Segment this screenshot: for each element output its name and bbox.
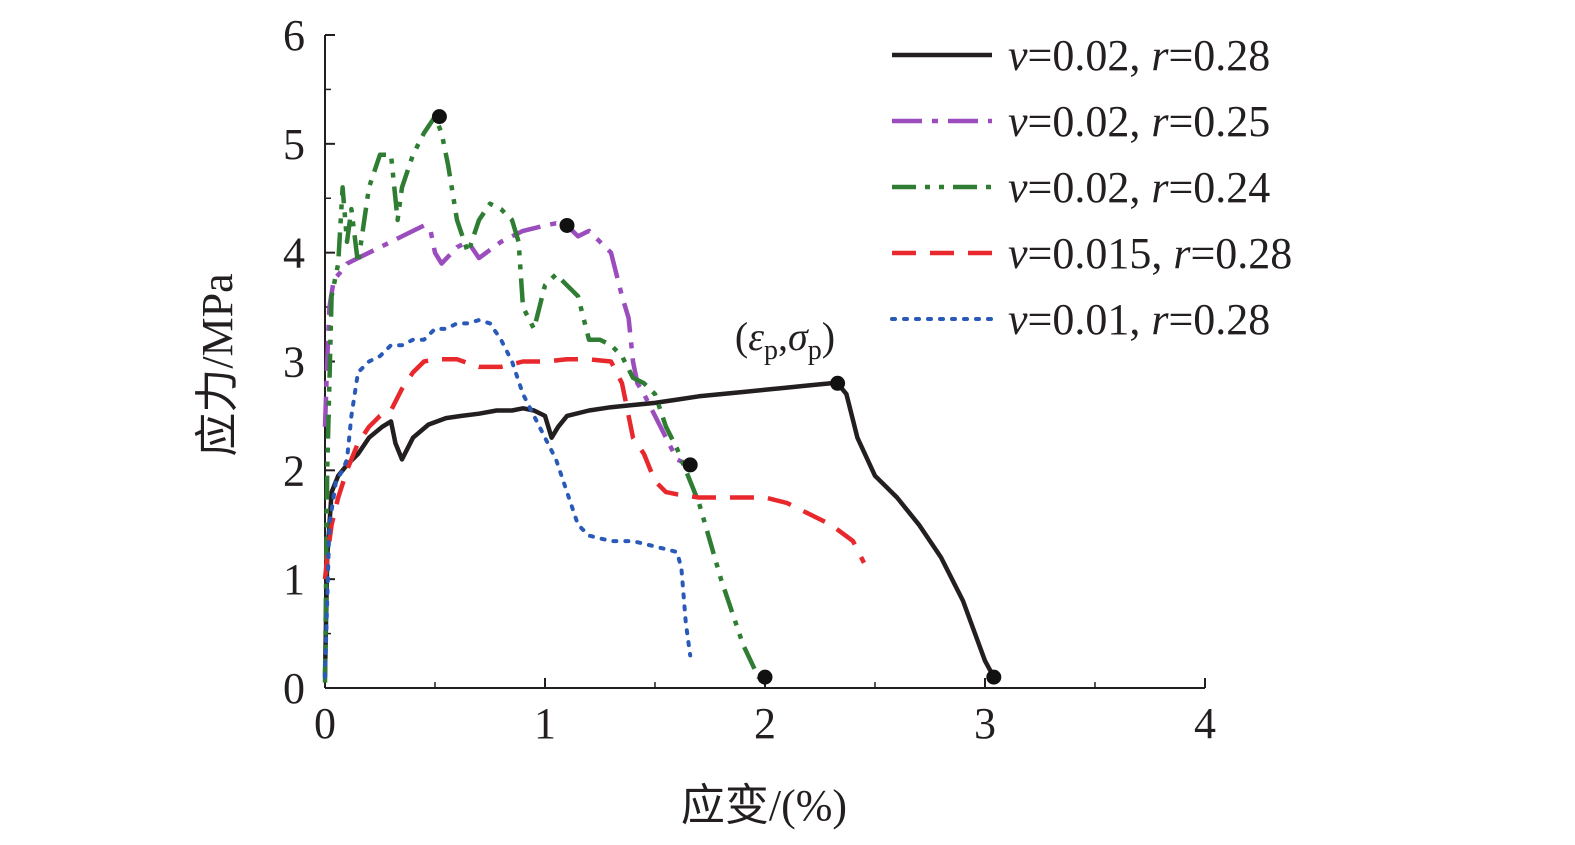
legend-label-3: v=0.02, r=0.24 (1008, 163, 1270, 212)
series-line-5 (323, 318, 693, 680)
y-tick-label: 0 (283, 664, 305, 713)
peak-annotation: (εp,σp) (735, 314, 835, 366)
y-axis-title: 应力/MPa (193, 273, 242, 456)
series-line-3 (322, 114, 765, 683)
series-line-1 (322, 381, 996, 679)
x-tick-label: 1 (534, 699, 556, 748)
series-line-4 (322, 357, 867, 580)
y-tick-label: 4 (283, 229, 305, 278)
annotation-subscript-eps: p (764, 335, 778, 366)
peak-marker-3-1 (431, 109, 447, 125)
annotation-subscript-sigma: p (808, 335, 822, 366)
legend-label-4: v=0.015, r=0.28 (1008, 229, 1292, 278)
y-tick-label: 3 (283, 338, 305, 387)
y-tick-label: 6 (283, 11, 305, 60)
y-tick-label: 2 (283, 446, 305, 495)
marker-layer (431, 109, 1002, 685)
annotation-epsilon: ε (748, 314, 764, 359)
x-axis-title: 应变/(%) (681, 781, 847, 830)
series-layer (322, 114, 996, 683)
axes: 0 1 2 3 4 0 1 2 3 4 5 6 (283, 11, 1216, 748)
peak-marker-1-2 (986, 669, 1002, 685)
x-tick-label: 0 (314, 699, 336, 748)
legend: v=0.02, r=0.28 v=0.02, r=0.25 v=0.02, r=0.… (890, 31, 1292, 344)
y-tick-label: 1 (283, 555, 305, 604)
peak-marker-2-1 (559, 217, 575, 233)
legend-label-5: v=0.01, r=0.28 (1008, 295, 1270, 344)
y-tick-label: 5 (283, 120, 305, 169)
x-tick-label: 2 (754, 699, 776, 748)
peak-marker-1-1 (830, 375, 846, 391)
legend-label-1: v=0.02, r=0.28 (1008, 31, 1270, 80)
legend-label-2: v=0.02, r=0.25 (1008, 97, 1270, 146)
series-line-2 (322, 221, 690, 467)
peak-marker-3-2 (757, 669, 773, 685)
x-tick-label: 3 (974, 699, 996, 748)
peak-marker-2-2 (682, 457, 698, 473)
annotation-sigma: σ (788, 314, 809, 359)
x-tick-label: 4 (1194, 699, 1216, 748)
